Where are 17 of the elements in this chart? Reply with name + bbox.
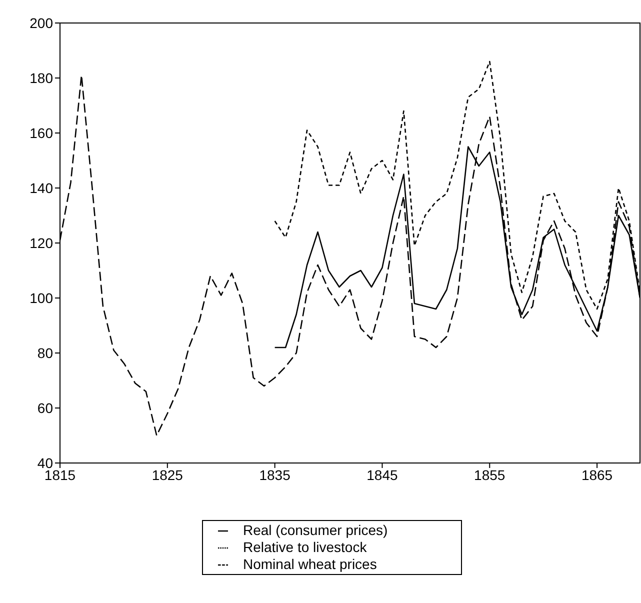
x-tick-label: 1865 <box>581 466 613 483</box>
y-tick-label: 120 <box>30 234 54 251</box>
y-tick-label: 40 <box>37 454 54 471</box>
y-tick-label: 200 <box>30 14 54 31</box>
y-tick-label: 180 <box>30 70 54 86</box>
y-tick-label: 140 <box>30 180 54 196</box>
x-tick-label: 1855 <box>474 466 506 483</box>
x-tick-label: 1825 <box>152 466 184 483</box>
y-tick-label: 160 <box>30 124 54 141</box>
legend-label: Real (consumer prices) <box>243 522 388 538</box>
y-tick-label: 60 <box>37 400 54 416</box>
y-tick-label: 80 <box>37 344 54 361</box>
x-tick-label: 1835 <box>259 466 291 483</box>
x-tick-label: 1845 <box>366 466 398 483</box>
y-tick-label: 100 <box>30 290 54 306</box>
legend-label: Relative to livestock <box>243 539 367 555</box>
legend-label: Nominal wheat prices <box>243 556 377 572</box>
